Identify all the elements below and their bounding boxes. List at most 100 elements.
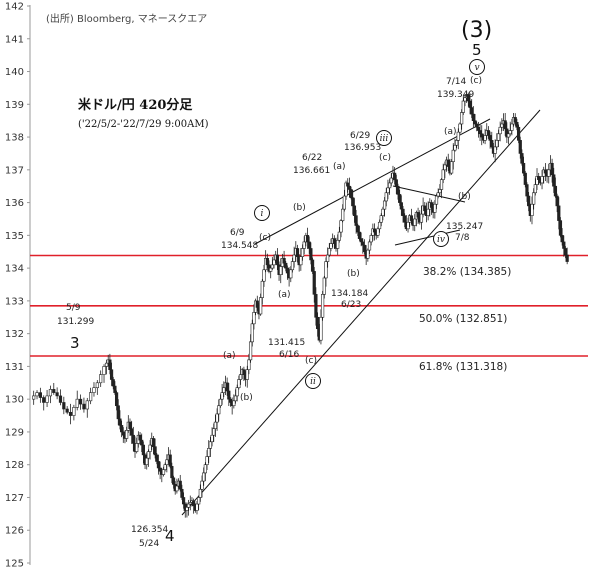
candle-body [302, 241, 306, 249]
candle-body [247, 359, 251, 370]
candle-body [520, 153, 524, 164]
candle-body [471, 113, 475, 121]
y-tick-label: 138 [5, 133, 24, 144]
candle-body [135, 443, 139, 452]
candle-body [347, 185, 352, 190]
candle-body [384, 192, 388, 202]
y-tick-label: 135 [5, 231, 24, 242]
candle-body [32, 395, 36, 400]
candle-body [197, 497, 201, 505]
candle-body [398, 194, 402, 203]
candle-body [38, 392, 42, 398]
kp-6-16-date: 6/16 [279, 350, 299, 360]
wave-3-label: 3 [70, 334, 80, 352]
wave-paren-3-label: (3) [461, 18, 492, 43]
candle-body [356, 225, 360, 233]
candle-body [361, 241, 365, 246]
candle-body [58, 395, 63, 403]
trend-lines [181, 109, 541, 516]
candle-body [388, 182, 392, 189]
chart-subtitle: ('22/5/2-'22/7/29 9:00AM) [78, 119, 209, 130]
candle-body [235, 387, 239, 397]
candle-body [279, 266, 283, 275]
wave-5-label: 5 [472, 41, 482, 59]
candle-body [508, 130, 512, 135]
candle-body [168, 454, 172, 467]
kp-6-22-date: 6/22 [302, 153, 322, 163]
candle-body [443, 164, 447, 171]
candle-body [121, 431, 125, 436]
kp-6-29-date: 6/29 [350, 131, 370, 141]
candle-body [341, 208, 345, 221]
triangle-upper-line [392, 185, 466, 203]
candle-body [381, 208, 385, 216]
candle-body [128, 421, 132, 429]
candle-body [284, 262, 288, 269]
kp-6-9-price: 134.548 [221, 241, 258, 251]
candle-body [441, 169, 445, 180]
candle-body [369, 235, 373, 243]
candle-body [537, 176, 541, 180]
candle-body [265, 257, 269, 266]
candle-body [565, 254, 569, 262]
candle-body [259, 297, 263, 315]
candle-body [146, 451, 151, 459]
candle-body [532, 192, 536, 205]
y-tick-label: 131 [5, 362, 24, 373]
candle-body [171, 477, 176, 485]
candle-body [42, 397, 46, 403]
candle-body [488, 135, 492, 141]
candle-body [523, 172, 527, 185]
candle-body [543, 169, 547, 174]
y-tick-label: 139 [5, 100, 24, 111]
sub-c-3: (c) [379, 153, 391, 163]
y-tick-label: 127 [5, 493, 24, 504]
candle-body [307, 241, 311, 249]
svg-text:i: i [261, 209, 264, 219]
fib-50-label: 50.0% (132.851) [419, 313, 507, 325]
circle-i: i [254, 205, 270, 221]
candle-body [228, 398, 233, 403]
candle-body [185, 506, 189, 511]
svg-text:ii: ii [310, 377, 316, 387]
candle-body [354, 215, 358, 226]
kp-7-14-price: 139.349 [437, 90, 474, 100]
candle-body [560, 235, 564, 243]
candle-body [217, 405, 221, 415]
candle-body [438, 189, 442, 194]
candle-body [382, 200, 387, 210]
candle-body [141, 444, 145, 456]
candle-body [158, 467, 162, 472]
candle-body [547, 169, 551, 177]
candle-body [312, 271, 316, 295]
candle-body [202, 472, 206, 482]
candle-body [222, 387, 226, 393]
candle-body [389, 177, 393, 184]
candle-body [314, 294, 318, 318]
candle-body [180, 488, 184, 498]
candle-body [319, 316, 323, 341]
candle-body [198, 488, 202, 498]
kp-5-9-date: 5/9 [66, 303, 81, 313]
y-tick-label: 128 [5, 460, 24, 471]
candle-body [540, 176, 544, 184]
candle-body [486, 130, 491, 136]
candle-body [151, 438, 156, 447]
candle-body [326, 254, 330, 262]
candle-body [493, 146, 497, 154]
candle-body [455, 140, 459, 146]
candle-body [292, 254, 296, 262]
candle-body [562, 241, 566, 249]
candle-body [475, 123, 479, 128]
candle-body [433, 203, 437, 213]
candle-body [195, 503, 199, 511]
candle-body [367, 241, 372, 251]
circle-ii: ii [305, 373, 321, 389]
candle-body [522, 162, 526, 174]
chart-title: 米ドル/円 420分足 [78, 97, 193, 113]
kp-7-8-date: 7/8 [455, 233, 470, 243]
candle-body [473, 120, 477, 125]
candle-body [290, 261, 295, 271]
candle-body [175, 485, 179, 492]
candle-body [118, 418, 122, 426]
